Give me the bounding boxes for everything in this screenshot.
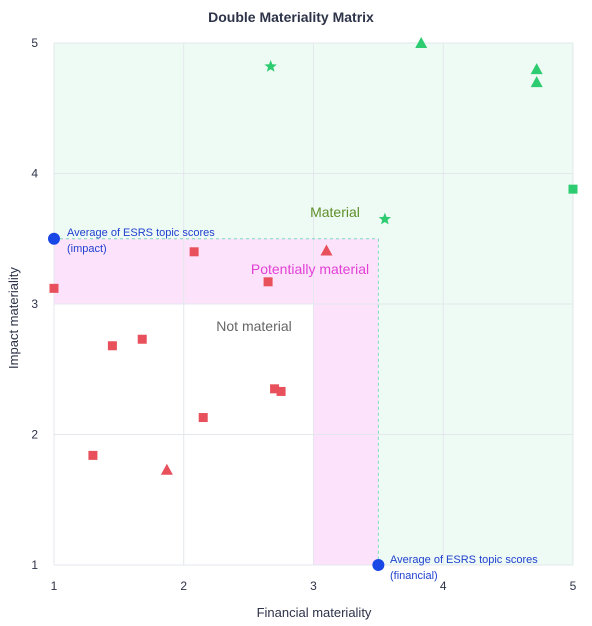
data-point-triangle [415, 37, 428, 48]
zone-label-material: Material [310, 204, 360, 220]
zone-label-not-material: Not material [216, 318, 291, 334]
y-axis-label: Impact materiality [6, 267, 21, 369]
x-tick-label: 2 [180, 579, 187, 593]
data-point-triangle [530, 63, 543, 75]
y-tick-label: 3 [31, 297, 38, 311]
average-financial-marker [372, 559, 385, 571]
average-impact-label-line2: (impact) [67, 243, 107, 255]
chart-title: Double Materiality Matrix [208, 9, 374, 25]
y-tick-label: 1 [31, 558, 38, 572]
data-point-square [107, 341, 117, 351]
threshold-lines [54, 238, 379, 565]
data-points [49, 37, 578, 475]
data-point-square [189, 247, 199, 257]
tick-labels: 1 2 3 4 5 1 2 3 4 5 [31, 36, 576, 593]
data-point-square [568, 184, 578, 194]
x-tick-label: 5 [570, 579, 577, 593]
y-tick-label: 2 [31, 428, 38, 442]
average-financial-label-line2: (financial) [390, 570, 438, 582]
data-point-square [270, 384, 280, 394]
average-impact-label-line1: Average of ESRS topic scores [67, 227, 215, 239]
grid-lines [53, 42, 574, 566]
data-point-triangle [160, 463, 173, 475]
data-point-square [263, 277, 273, 287]
x-tick-label: 3 [310, 579, 317, 593]
data-point-square [49, 283, 59, 293]
data-point-square [88, 450, 98, 460]
average-impact-marker [48, 232, 60, 245]
x-tick-label: 4 [440, 579, 447, 593]
data-point-square [198, 413, 208, 423]
data-point-square [137, 334, 147, 344]
zone-label-potentially-material: Potentially material [251, 261, 369, 277]
average-impact-annotation: Average of ESRS topic scores (impact) [48, 227, 215, 255]
average-financial-label-line1: Average of ESRS topic scores [390, 554, 538, 566]
data-point-triangle [530, 76, 543, 88]
data-point-triangle [320, 244, 333, 256]
y-tick-label: 5 [31, 36, 38, 50]
data-point-star [378, 212, 392, 225]
x-tick-label: 1 [51, 579, 58, 593]
data-point-square [276, 386, 286, 396]
x-axis-label: Financial materiality [257, 605, 372, 620]
y-tick-label: 4 [31, 167, 38, 181]
average-financial-annotation: Average of ESRS topic scores (financial) [372, 554, 538, 582]
data-point-star [264, 59, 277, 72]
